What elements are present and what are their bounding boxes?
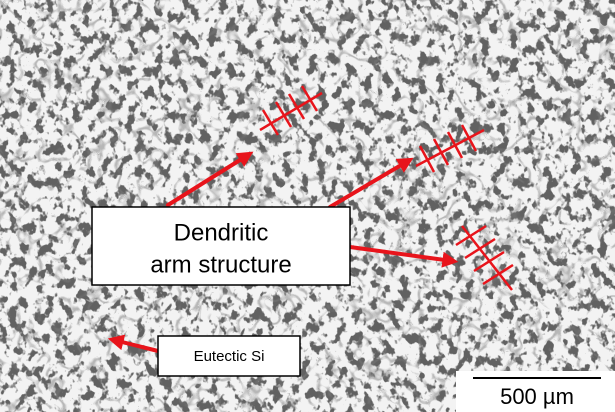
scale-bar-label: 500 µm <box>500 384 574 409</box>
micrograph-figure: Dendritic arm structure Eutectic Si 500 … <box>0 0 615 412</box>
label-text: Dendritic <box>174 219 269 246</box>
page: Dendritic arm structure Eutectic Si 500 … <box>0 0 615 412</box>
micrograph-texture-coarse <box>0 0 615 412</box>
label-text: Eutectic Si <box>194 348 265 365</box>
label-text: arm structure <box>150 251 291 278</box>
